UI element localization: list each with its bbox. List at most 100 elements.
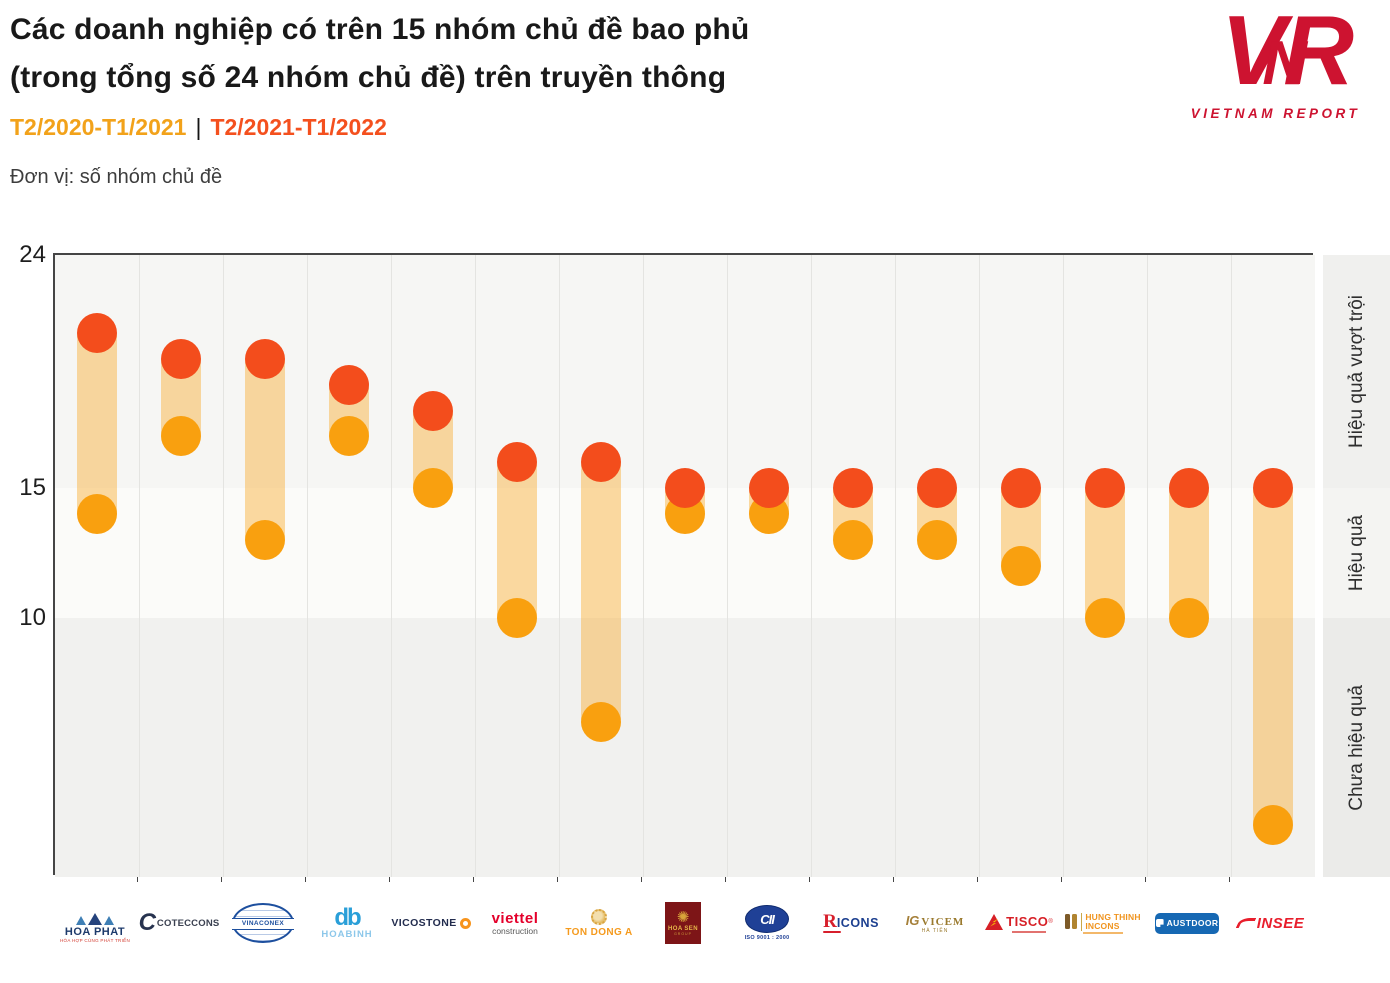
insee-logo: INSEE bbox=[1235, 914, 1305, 932]
data-point-current-Vicostone bbox=[413, 390, 453, 431]
column-separator bbox=[979, 255, 980, 877]
data-point-previous-Ricons bbox=[833, 520, 873, 561]
cii-logo: CII ISO 9001 : 2000 bbox=[745, 905, 790, 941]
column-separator bbox=[1147, 255, 1148, 877]
vicem-ha-tien-logo: IG VICEM HÀ TIÊN bbox=[906, 913, 965, 934]
data-point-previous-Viettel Construction bbox=[497, 597, 537, 638]
data-point-current-Tisco bbox=[1001, 468, 1041, 509]
vnr-monogram: VNR bbox=[1168, 0, 1383, 100]
hung-thinh-line2: INCONS bbox=[1085, 920, 1120, 931]
vicem-ha-tien-label: HÀ TIÊN bbox=[921, 927, 949, 934]
x-tick-mark bbox=[221, 877, 222, 882]
hoa-binh-monogram-icon: db bbox=[334, 903, 361, 931]
column-separator bbox=[895, 255, 896, 877]
hoa-binh-wordmark: HOABINH bbox=[321, 928, 373, 940]
ricons-logo: R ICONS bbox=[823, 912, 879, 933]
zone-label-chưa-hiệu-quả: Chưa hiệu quả bbox=[1345, 684, 1367, 811]
cii-oval-monogram-icon: CII bbox=[745, 905, 789, 933]
plot-canvas bbox=[55, 255, 1315, 877]
column-separator bbox=[727, 255, 728, 877]
vinaconex-logo: VINACONEX bbox=[232, 903, 294, 943]
ton-dong-a-wordmark: TON DONG A bbox=[565, 926, 633, 938]
x-tick-mark bbox=[473, 877, 474, 882]
page-title: Các doanh nghiệp có trên 15 nhóm chủ đề … bbox=[10, 6, 749, 102]
logo-cell-insee: INSEE bbox=[1229, 884, 1313, 962]
vietnam-report-logo: VNR VIETNAM REPORT bbox=[1168, 0, 1383, 121]
logo-cell-ricons: R ICONS bbox=[809, 884, 893, 962]
x-tick-mark bbox=[809, 877, 810, 882]
data-point-current-Hưng Thịnh Incons bbox=[1085, 468, 1125, 509]
legend-period-2020-2021: T2/2020-T1/2021 bbox=[10, 114, 187, 140]
x-tick-mark bbox=[641, 877, 642, 882]
x-tick-mark bbox=[893, 877, 894, 882]
vicem-lockup: IG VICEM bbox=[906, 913, 965, 928]
hoa-sen-group-label: GROUP bbox=[674, 932, 692, 936]
y-tick-label-10: 10 bbox=[19, 603, 46, 631]
logo-cell-cii: CII ISO 9001 : 2000 bbox=[725, 884, 809, 962]
x-tick-mark bbox=[1229, 877, 1230, 882]
vnr-letter-r: R bbox=[1283, 0, 1354, 105]
plot-area bbox=[53, 253, 1315, 877]
logo-cell-tisco: TISCO ® bbox=[977, 884, 1061, 962]
x-tick-mark bbox=[1145, 877, 1146, 882]
tisco-registered-mark: ® bbox=[1048, 918, 1053, 925]
coteccons-logo: C COTECCONS bbox=[139, 911, 220, 935]
bar-icon bbox=[1065, 914, 1071, 929]
data-point-previous-Tisco bbox=[1001, 546, 1041, 586]
range-connector-Viettel Construction bbox=[497, 462, 537, 618]
data-point-previous-Hòa Bình bbox=[329, 416, 369, 457]
column-separator bbox=[643, 255, 644, 877]
data-point-current-Hoa Sen bbox=[665, 468, 705, 509]
vicem-wordmark: VICEM bbox=[921, 915, 965, 928]
x-tick-mark bbox=[725, 877, 726, 882]
insee-wordmark: INSEE bbox=[1256, 914, 1305, 932]
data-point-current-Vinaconex bbox=[245, 338, 285, 379]
data-point-previous-Hưng Thịnh Incons bbox=[1085, 597, 1125, 638]
austdoor-door-icon bbox=[1155, 919, 1164, 927]
x-tick-mark bbox=[977, 877, 978, 882]
column-separator bbox=[559, 255, 560, 877]
vicostone-lockup: VICOSTONE bbox=[391, 917, 471, 929]
vicem-monogram-icon: IG bbox=[905, 912, 920, 928]
hung-thinh-line1: HUNG THINH bbox=[1085, 911, 1141, 922]
viettel-construction-label: construction bbox=[492, 925, 538, 936]
hoa-phat-triangles-icon bbox=[75, 903, 115, 925]
hung-thinh-bars-icon bbox=[1065, 914, 1078, 929]
ton-dong-a-sphere-icon bbox=[591, 908, 607, 925]
chart-legend: T2/2020-T1/2021 | T2/2021-T1/2022 bbox=[10, 114, 387, 141]
x-tick-mark bbox=[389, 877, 390, 882]
hoa-sen-wordmark: HOA SEN bbox=[668, 926, 698, 932]
data-point-current-Tôn Đông Á bbox=[581, 442, 621, 483]
logo-cell-hung-thinh-incons: HUNG THINH INCONS bbox=[1061, 884, 1145, 962]
data-point-previous-Vicostone bbox=[413, 468, 453, 509]
logo-cell-hoa-binh: db HOABINH bbox=[305, 884, 389, 962]
triangle-icon bbox=[76, 916, 86, 925]
viettel-construction-logo: viettel construction bbox=[492, 911, 539, 936]
range-connector-Hòa Phát bbox=[77, 332, 117, 515]
data-point-current-Hòa Phát bbox=[77, 312, 117, 353]
vinaconex-globe-icon: VINACONEX bbox=[232, 903, 294, 943]
x-tick-mark bbox=[1061, 877, 1062, 882]
data-point-previous-Tôn Đông Á bbox=[581, 701, 621, 742]
legend-separator: | bbox=[195, 114, 202, 140]
column-separator bbox=[391, 255, 392, 877]
zone-label-hiệu-quả-vượt-trội: Hiệu quả vượt trội bbox=[1345, 295, 1367, 449]
company-logo-row: HOA PHAT HÒA HỢP CÙNG PHÁT TRIỂN C COTEC… bbox=[53, 884, 1317, 962]
hung-thinh-tagline-bar bbox=[1082, 932, 1123, 934]
hoa-sen-square: ✺ HOA SEN GROUP bbox=[665, 902, 701, 944]
data-point-previous-Vicem Hà Tiên bbox=[917, 520, 957, 561]
zone-label-hiệu-quả: Hiệu quả bbox=[1345, 515, 1367, 592]
austdoor-pill: AUSTDOOR bbox=[1155, 912, 1219, 934]
zone-band-hiệu-quả-vượt-trội bbox=[55, 255, 1315, 489]
austdoor-logo: AUSTDOOR bbox=[1155, 912, 1219, 934]
vicostone-logo: VICOSTONE bbox=[391, 917, 471, 929]
range-connector-Tôn Đông Á bbox=[581, 462, 621, 722]
data-point-current-Viettel Construction bbox=[497, 442, 537, 483]
data-point-current-INSEE bbox=[1253, 468, 1293, 509]
x-tick-mark bbox=[305, 877, 306, 882]
tisco-wordmark: TISCO bbox=[1006, 914, 1049, 929]
hung-thinh-incons-logo: HUNG THINH INCONS bbox=[1065, 911, 1141, 934]
tisco-logo: TISCO ® bbox=[985, 913, 1053, 933]
ricons-lockup: R ICONS bbox=[823, 912, 879, 931]
